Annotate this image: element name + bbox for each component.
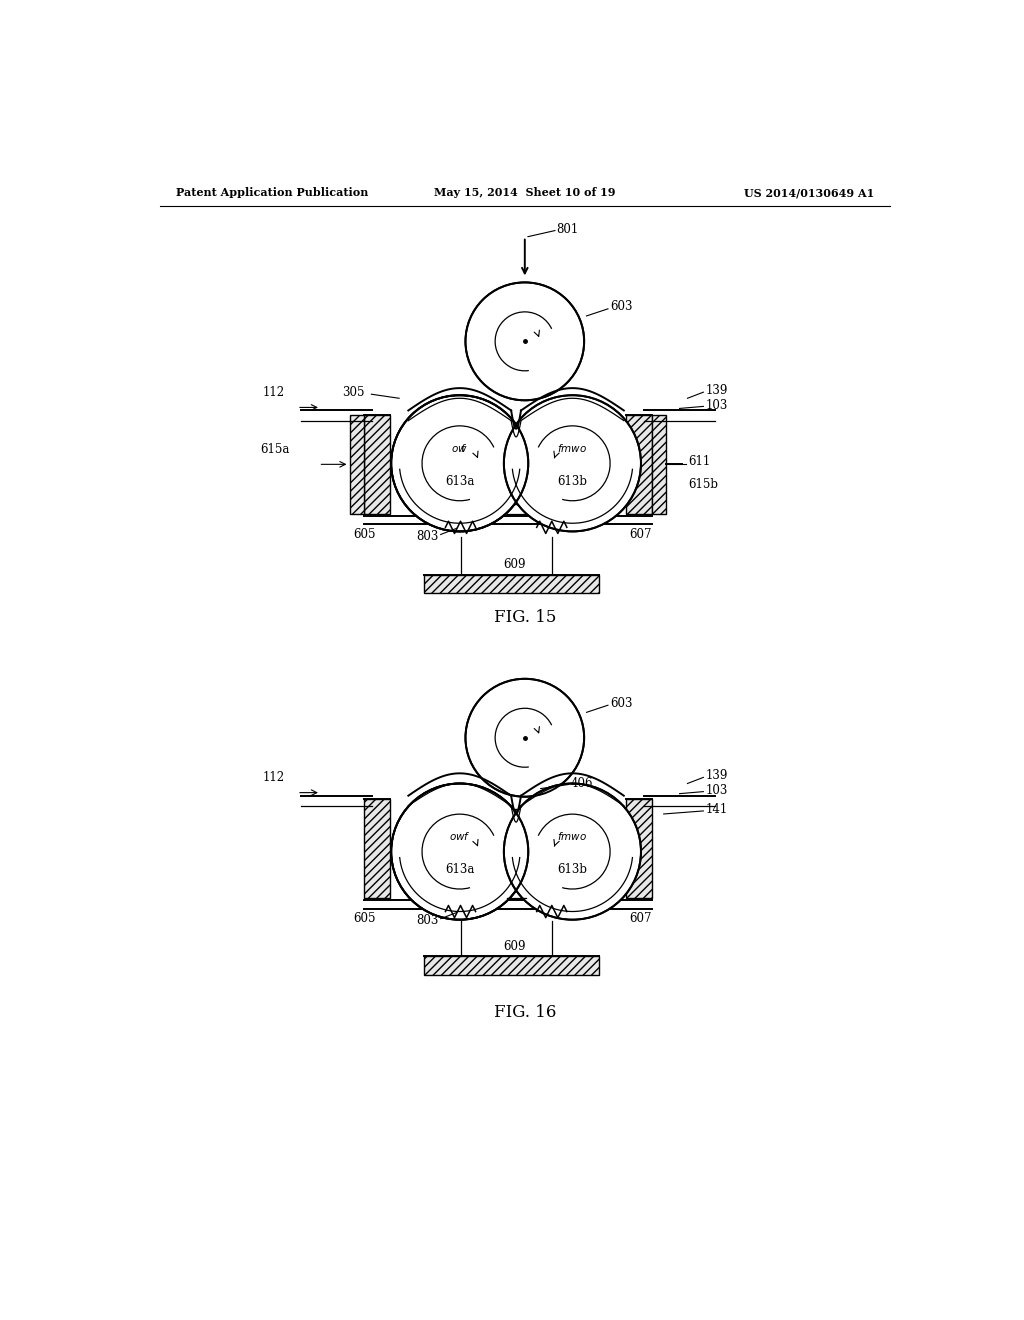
Text: 613b: 613b (557, 863, 588, 876)
Ellipse shape (391, 784, 528, 920)
Text: US 2014/0130649 A1: US 2014/0130649 A1 (743, 187, 873, 198)
Text: 609: 609 (503, 940, 525, 953)
Text: 605: 605 (353, 528, 376, 541)
Text: $\mathit{fmwo}$: $\mathit{fmwo}$ (557, 830, 588, 842)
Text: 803: 803 (416, 915, 438, 927)
Text: 607: 607 (630, 528, 652, 541)
Text: 615b: 615b (688, 478, 718, 491)
Text: 139: 139 (706, 384, 728, 396)
Text: 406: 406 (570, 777, 593, 789)
Text: $\mathit{fmwo}$: $\mathit{fmwo}$ (557, 442, 588, 454)
Text: 801: 801 (557, 223, 579, 236)
Ellipse shape (466, 282, 584, 400)
Text: 305: 305 (342, 385, 365, 399)
Polygon shape (424, 956, 599, 974)
Polygon shape (424, 576, 599, 594)
Ellipse shape (504, 784, 641, 920)
Text: FIG. 16: FIG. 16 (494, 1003, 556, 1020)
Polygon shape (350, 414, 365, 515)
Text: 607: 607 (630, 912, 652, 925)
Text: 613b: 613b (557, 475, 588, 488)
Text: $\mathit{ow\!\!\!f}$: $\mathit{ow\!\!\!f}$ (452, 442, 468, 454)
Ellipse shape (391, 784, 528, 920)
Ellipse shape (504, 395, 641, 532)
Text: 103: 103 (706, 399, 728, 412)
Text: 103: 103 (706, 784, 728, 797)
Text: 605: 605 (353, 912, 376, 925)
Text: 603: 603 (610, 697, 633, 710)
Text: 611: 611 (688, 455, 711, 467)
Text: May 15, 2014  Sheet 10 of 19: May 15, 2014 Sheet 10 of 19 (434, 187, 615, 198)
Text: 603: 603 (610, 300, 633, 313)
Polygon shape (627, 414, 652, 515)
Text: 112: 112 (262, 771, 285, 784)
Text: 139: 139 (706, 768, 728, 781)
Polygon shape (365, 414, 390, 515)
Text: FIG. 15: FIG. 15 (494, 610, 556, 626)
Polygon shape (627, 799, 652, 899)
Text: 613a: 613a (445, 475, 474, 488)
Polygon shape (504, 425, 528, 504)
Text: 141: 141 (706, 804, 728, 816)
Text: 609: 609 (503, 558, 525, 572)
Polygon shape (365, 799, 390, 899)
Text: 615a: 615a (260, 444, 290, 455)
Ellipse shape (466, 678, 584, 797)
Text: $\mathit{owf}$: $\mathit{owf}$ (449, 830, 471, 842)
Text: Patent Application Publication: Patent Application Publication (176, 187, 368, 198)
Ellipse shape (391, 395, 528, 532)
Ellipse shape (391, 395, 528, 532)
Text: 803: 803 (416, 531, 438, 543)
Polygon shape (504, 809, 528, 888)
Polygon shape (652, 414, 666, 515)
Text: 613a: 613a (445, 863, 474, 876)
Text: 112: 112 (262, 385, 285, 399)
